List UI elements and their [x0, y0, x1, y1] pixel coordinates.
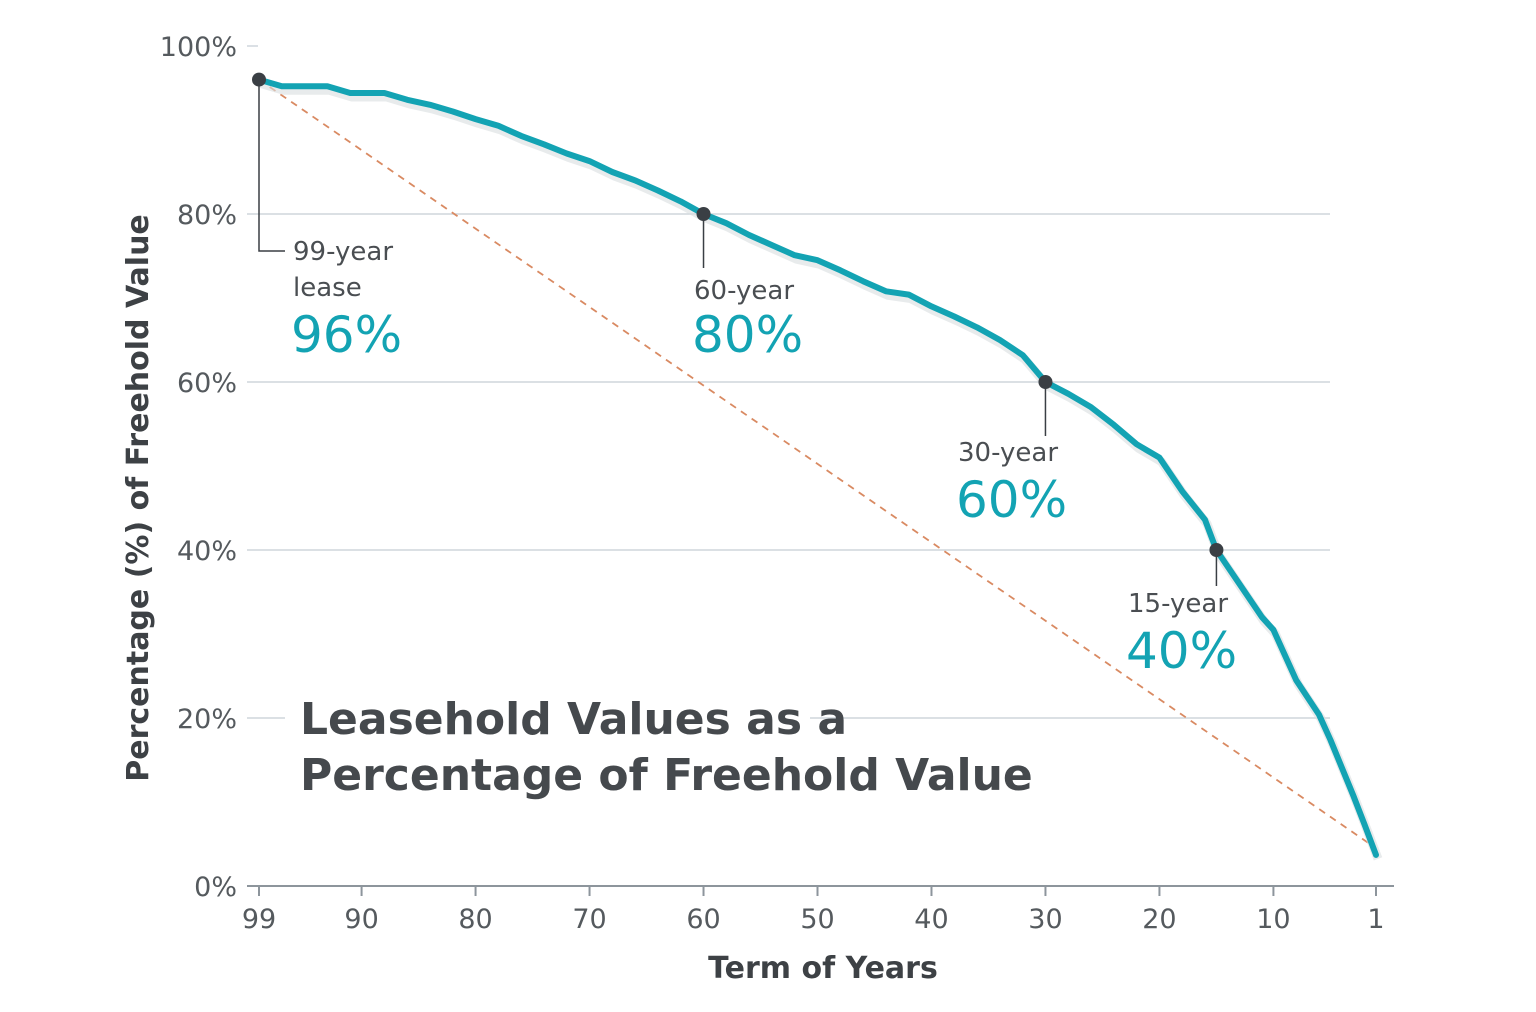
annotation-value: 40%	[1126, 622, 1237, 680]
chart-title-line-2: Percentage of Freehold Value	[300, 750, 1033, 801]
annotation-label: 30-year	[958, 438, 1058, 468]
x-tick-label: 20	[1142, 904, 1176, 935]
leasehold-value-curve	[256, 76, 1379, 858]
x-tick-label: 90	[344, 904, 378, 935]
x-tick-label: 10	[1256, 904, 1290, 935]
annotation-marker	[1038, 375, 1053, 389]
annotation-marker	[252, 72, 266, 87]
annotation-label: 15-year	[1128, 589, 1228, 619]
x-axis-ticks: 99 90 80 70 60 50 40 30 20 10 1	[242, 886, 1385, 935]
y-tick-label: 20%	[177, 704, 237, 735]
y-axis-title: Percentage (%) of Freehold Value	[121, 214, 156, 782]
x-tick-label: 80	[458, 904, 492, 935]
annotation-connector	[258, 79, 285, 252]
series-layer	[256, 76, 1383, 861]
x-tick-label: 70	[572, 904, 606, 935]
x-tick-label: 60	[686, 904, 720, 935]
x-tick-label: 40	[914, 904, 948, 935]
y-tick-label: 0%	[194, 872, 237, 903]
annotation-label: 60-year	[694, 276, 794, 306]
reference-dashed-line	[258, 78, 1377, 849]
annotation-value: 60%	[956, 471, 1067, 529]
annotation-marker	[1209, 543, 1224, 557]
x-tick-label: 50	[800, 904, 834, 935]
chart-title-line-1: Leasehold Values as a	[300, 694, 847, 745]
y-tick-label: 80%	[177, 200, 237, 231]
x-tick-label: 30	[1028, 904, 1062, 935]
y-tick-label: 60%	[177, 368, 237, 399]
y-axis-ticks: 0% 20% 40% 60% 80% 100%	[160, 32, 237, 903]
annotation-label: 99-year	[293, 237, 393, 267]
annotation-value: 80%	[692, 306, 803, 364]
annotation-marker	[696, 207, 711, 221]
x-tick-label: 99	[242, 904, 276, 935]
y-tick-label: 40%	[177, 536, 237, 567]
y-tick-label: 100%	[160, 32, 237, 63]
title-background	[285, 690, 810, 730]
annotation-label: lease	[293, 273, 362, 303]
annotation-value: 96%	[291, 306, 402, 364]
x-axis-title: Term of Years	[708, 951, 938, 986]
x-tick-label: 1	[1367, 904, 1384, 935]
